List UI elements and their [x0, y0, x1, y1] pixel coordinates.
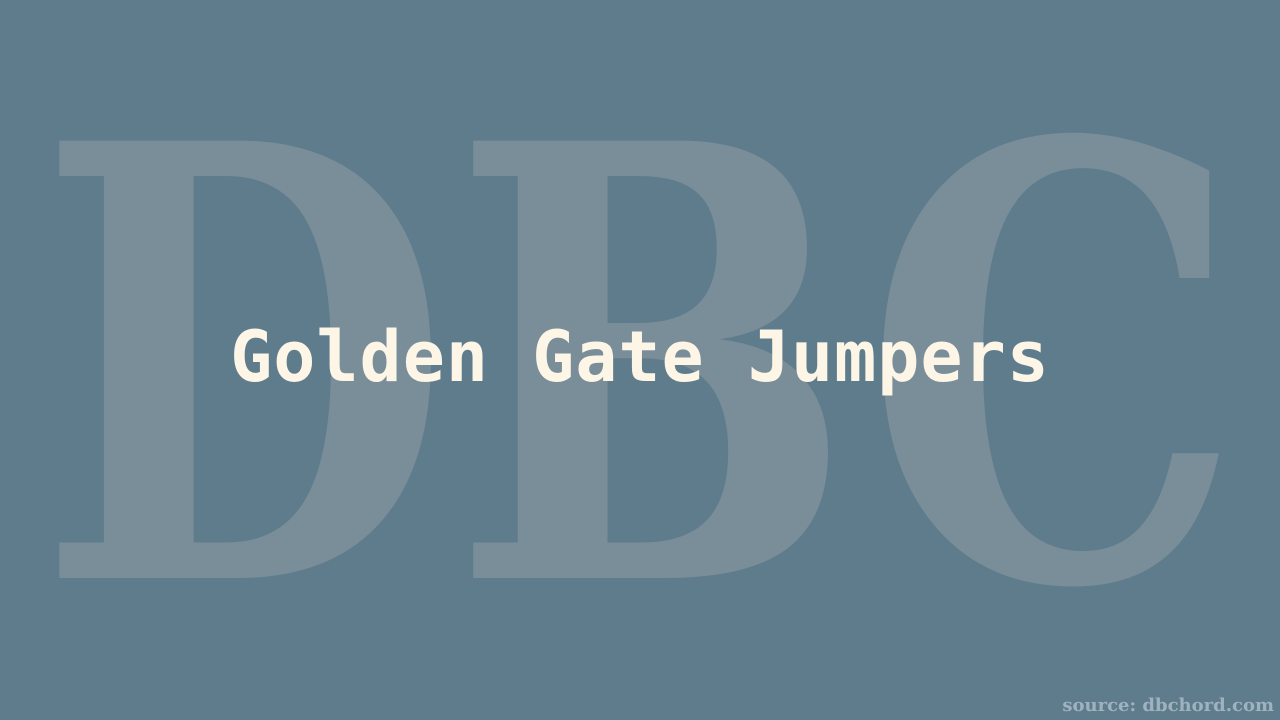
watermark-text: DBC: [37, 15, 1243, 720]
source-credit: source: dbchord.com: [1062, 695, 1274, 716]
song-title: Golden Gate Jumpers: [230, 316, 1050, 398]
